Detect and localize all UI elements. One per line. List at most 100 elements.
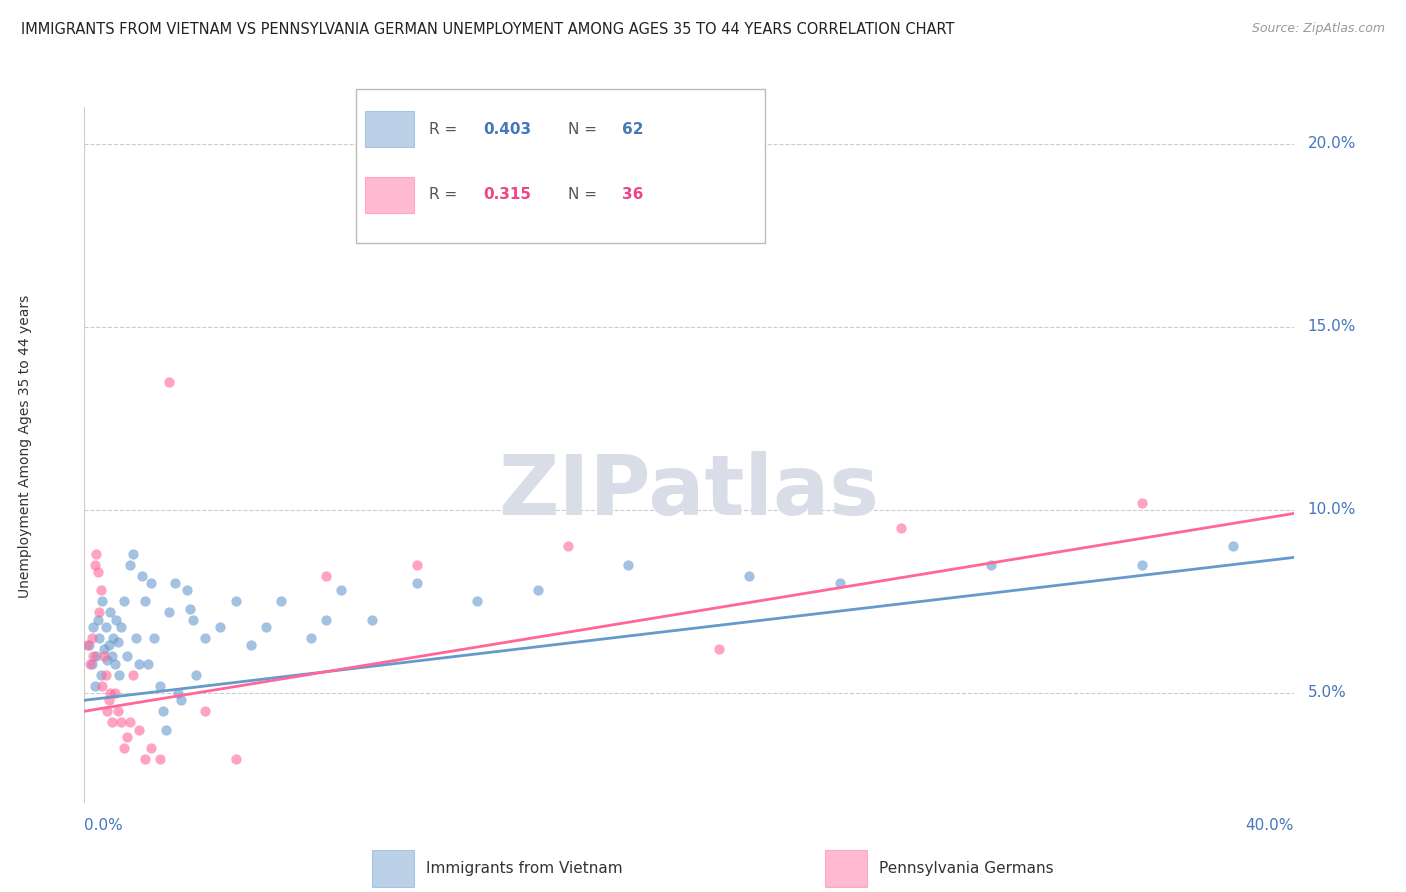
Point: [194, 704, 217, 718]
Point: [91, 594, 114, 608]
Point: [738, 568, 761, 582]
Point: [170, 693, 193, 707]
Text: R =: R =: [429, 121, 463, 136]
Point: [98, 686, 121, 700]
Text: 5.0%: 5.0%: [1308, 685, 1347, 700]
Text: IMMIGRANTS FROM VIETNAM VS PENNSYLVANIA GERMAN UNEMPLOYMENT AMONG AGES 35 TO 44 : IMMIGRANTS FROM VIETNAM VS PENNSYLVANIA …: [21, 22, 955, 37]
Point: [107, 634, 129, 648]
Point: [128, 657, 150, 671]
Point: [80, 657, 103, 671]
Point: [406, 576, 429, 591]
Text: 36: 36: [623, 187, 644, 202]
Text: Pennsylvania Germans: Pennsylvania Germans: [879, 861, 1054, 876]
Point: [157, 375, 180, 389]
Point: [115, 730, 138, 744]
Point: [110, 620, 132, 634]
Point: [108, 667, 131, 681]
Text: 0.403: 0.403: [484, 121, 531, 136]
Point: [149, 752, 172, 766]
Point: [890, 521, 912, 535]
Text: ZIPatlas: ZIPatlas: [499, 451, 879, 532]
Point: [176, 583, 198, 598]
Text: 15.0%: 15.0%: [1308, 319, 1355, 334]
Point: [315, 613, 337, 627]
Point: [125, 631, 148, 645]
Point: [360, 613, 382, 627]
Point: [77, 638, 100, 652]
Text: 0.315: 0.315: [484, 187, 531, 202]
FancyBboxPatch shape: [371, 850, 413, 887]
FancyBboxPatch shape: [366, 111, 413, 147]
Point: [139, 576, 162, 591]
Point: [89, 606, 111, 620]
Text: R =: R =: [429, 187, 463, 202]
Point: [1130, 495, 1153, 509]
Point: [93, 649, 115, 664]
Point: [254, 620, 277, 634]
Point: [104, 686, 127, 700]
Point: [121, 547, 143, 561]
Point: [115, 649, 138, 664]
Point: [225, 594, 247, 608]
Point: [315, 568, 337, 582]
Point: [112, 740, 135, 755]
Point: [79, 657, 101, 671]
Point: [527, 583, 550, 598]
Point: [830, 576, 852, 591]
Point: [142, 631, 165, 645]
Point: [118, 558, 141, 572]
Text: 62: 62: [623, 121, 644, 136]
Point: [84, 679, 107, 693]
Point: [98, 606, 121, 620]
Point: [179, 601, 201, 615]
Point: [90, 583, 112, 598]
Point: [239, 638, 262, 652]
Point: [152, 704, 174, 718]
Point: [194, 631, 217, 645]
Point: [149, 679, 172, 693]
Point: [87, 565, 110, 579]
Point: [165, 576, 187, 591]
Point: [186, 667, 208, 681]
Text: 20.0%: 20.0%: [1308, 136, 1355, 151]
Point: [97, 693, 120, 707]
Point: [167, 686, 190, 700]
Point: [157, 606, 180, 620]
Point: [91, 679, 114, 693]
Point: [225, 752, 247, 766]
Text: Source: ZipAtlas.com: Source: ZipAtlas.com: [1251, 22, 1385, 36]
Text: N =: N =: [568, 121, 602, 136]
Point: [94, 667, 117, 681]
Point: [299, 631, 322, 645]
Point: [121, 667, 143, 681]
Point: [131, 568, 153, 582]
Point: [94, 620, 117, 634]
Text: N =: N =: [568, 187, 602, 202]
Point: [406, 558, 429, 572]
Point: [84, 558, 107, 572]
Point: [101, 631, 124, 645]
Point: [93, 642, 115, 657]
Point: [100, 715, 122, 730]
Point: [136, 657, 159, 671]
Point: [90, 667, 112, 681]
Point: [82, 620, 104, 634]
Point: [467, 594, 489, 608]
Point: [1130, 558, 1153, 572]
Point: [104, 657, 127, 671]
Point: [107, 704, 129, 718]
Point: [1222, 540, 1244, 554]
Point: [980, 558, 1002, 572]
Point: [617, 558, 640, 572]
Point: [96, 704, 118, 718]
Point: [209, 620, 232, 634]
Text: 40.0%: 40.0%: [1246, 818, 1294, 832]
Point: [557, 540, 579, 554]
Point: [86, 649, 108, 664]
Point: [96, 653, 118, 667]
Point: [709, 642, 731, 657]
Point: [105, 613, 128, 627]
Point: [97, 638, 120, 652]
Point: [139, 740, 162, 755]
Point: [134, 594, 156, 608]
